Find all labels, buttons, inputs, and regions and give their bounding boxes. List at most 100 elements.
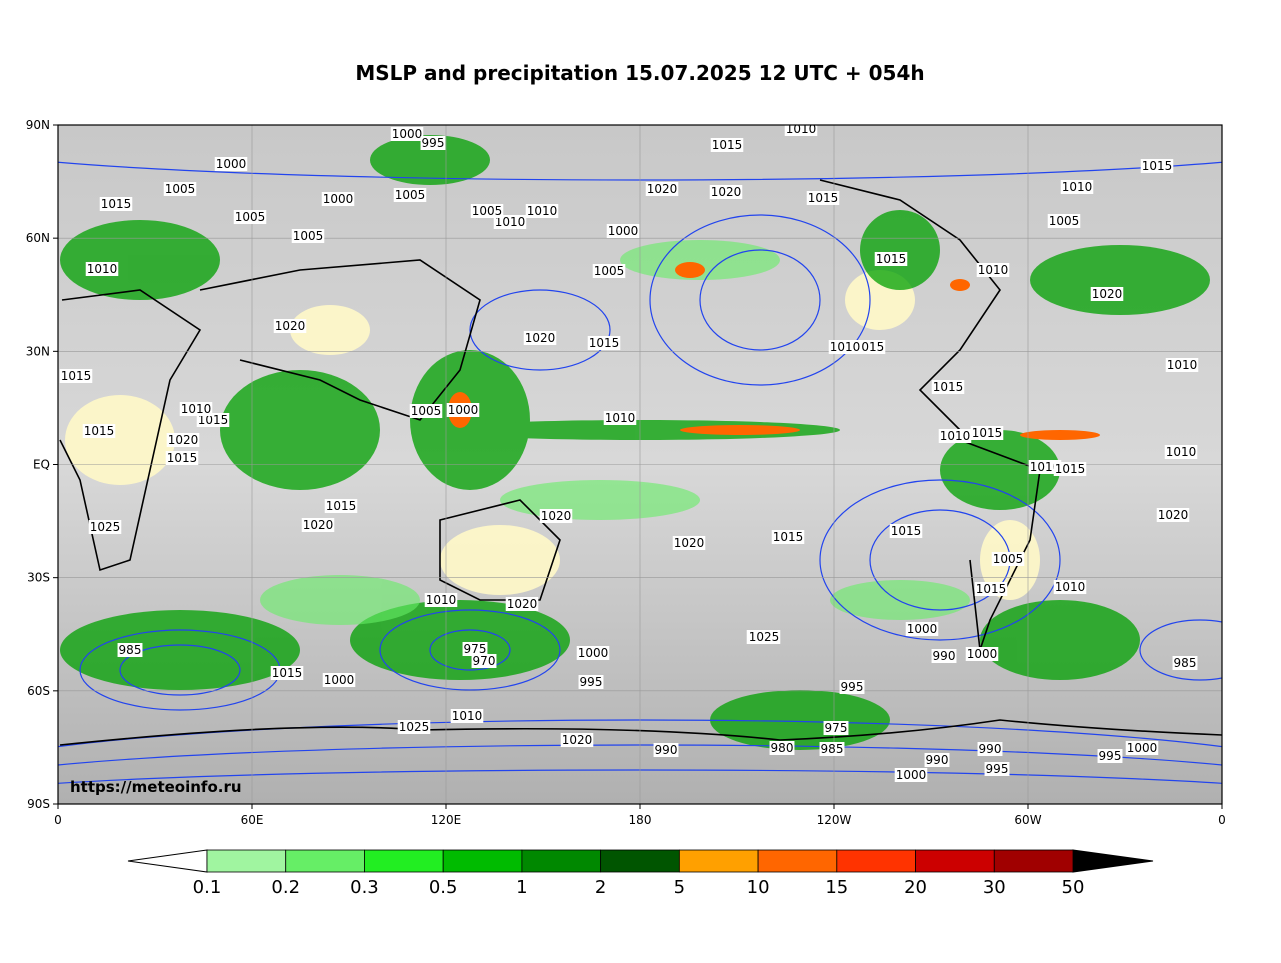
isobar-label: 1015 [1055, 462, 1086, 476]
isobar-label-bg [1053, 580, 1087, 594]
isobar-label-bg [233, 210, 267, 224]
isobar-label-bg [1140, 159, 1174, 173]
isobar-label-bg [59, 369, 93, 383]
isobar-label-bg [965, 647, 999, 661]
isobar-label-bg [1090, 287, 1124, 301]
y-tick-label: 30S [27, 571, 50, 585]
isobar-label-bg [166, 433, 200, 447]
isobar-label-bg [324, 499, 358, 513]
colorbar-label: 50 [1062, 877, 1085, 898]
isobar-label: 1020 [303, 518, 334, 532]
isobar-label-bg [771, 530, 805, 544]
y-tick-label: 90N [26, 118, 50, 132]
isobar-label: 1010 [1167, 358, 1198, 372]
isobar-label-bg [1047, 214, 1081, 228]
x-tick-label: 0 [54, 813, 62, 827]
isobar-label-bg [1125, 741, 1159, 755]
colorbar-segment [442, 849, 523, 873]
isobar-label: 1015 [84, 424, 115, 438]
isobar-label-bg [470, 204, 504, 218]
x-tick-label: 60E [241, 813, 264, 827]
isobar-label-bg [291, 229, 325, 243]
isobar-label: 1010 [527, 204, 558, 218]
isobar-label: 1015 [589, 336, 620, 350]
isobar-label: 1015 [808, 191, 839, 205]
isobar-label: 1005 [993, 552, 1024, 566]
isobar-label-bg [991, 552, 1025, 566]
colorbar-label: 30 [983, 877, 1006, 898]
isobar-label-bg [393, 188, 427, 202]
isobar-label-bg [82, 424, 116, 438]
isobar-label: 1015 [198, 413, 229, 427]
title: MSLP and precipitation 15.07.2025 12 UTC… [355, 61, 924, 85]
y-tick-label: 90S [27, 797, 50, 811]
isobar-label-bg [462, 642, 488, 656]
colorbar-label: 5 [674, 877, 685, 898]
isobar-label-bg [505, 597, 539, 611]
isobar-label: 970 [473, 654, 496, 668]
isobar-label: 1005 [472, 204, 503, 218]
colorbar-segment [757, 849, 838, 873]
isobar-label-bg [938, 429, 972, 443]
colorbar-segment [364, 849, 444, 873]
isobar-label: 975 [464, 642, 487, 656]
isobar-label: 1000 [896, 768, 927, 782]
isobar-label-bg [977, 742, 1003, 756]
isobar-label-bg [85, 262, 119, 276]
colorbar-label: 0.5 [429, 877, 458, 898]
isobar-label: 1020 [275, 319, 306, 333]
isobar-label: 1015 [773, 530, 804, 544]
isobar-label-bg [301, 518, 335, 532]
isobar-label-bg [823, 721, 849, 735]
isobar-label-bg [424, 593, 458, 607]
isobar-label: 1025 [90, 520, 121, 534]
isobar-label: 1000 [324, 673, 355, 687]
isobar-label: 1010 [1062, 180, 1093, 194]
isobar-label-bg [769, 741, 795, 755]
isobar-label: 1000 [323, 192, 354, 206]
isobar-label-bg [603, 411, 637, 425]
isobar-label-bg [828, 340, 862, 354]
isobar-label: 995 [986, 762, 1009, 776]
isobar-label: 1000 [608, 224, 639, 238]
isobar-label: 1020 [711, 185, 742, 199]
isobar-label-bg [653, 743, 679, 757]
isobar-label-bg [539, 509, 573, 523]
colorbar-label: 10 [747, 877, 770, 898]
isobar-label: 1015 [61, 369, 92, 383]
isobar-label-bg [578, 675, 604, 689]
isobar-label: 1005 [235, 210, 266, 224]
isobar-label-bg [672, 536, 706, 550]
isobar-label: 1000 [967, 647, 998, 661]
isobar-label-bg [1053, 462, 1087, 476]
isobar-label: 1005 [1049, 214, 1080, 228]
isobar-label-bg [273, 319, 307, 333]
isobar-label-bg [1060, 180, 1094, 194]
isobar-label-bg [709, 185, 743, 199]
isobar-label-bg [493, 215, 527, 229]
isobar-label-bg [88, 520, 122, 534]
isobar-label: 1015 [712, 138, 743, 152]
isobar-label-bg [450, 709, 484, 723]
isobar-label: 1020 [674, 536, 705, 550]
isobar-label: 975 [825, 721, 848, 735]
isobar-label: 1005 [395, 188, 426, 202]
colorbar-over [1072, 849, 1154, 873]
isobar-label: 1005 [594, 264, 625, 278]
colorbar-label: 15 [825, 877, 848, 898]
isobar-label-bg [117, 643, 143, 657]
isobar-label-bg [99, 197, 133, 211]
isobar-label-bg [321, 192, 355, 206]
isobar-label: 995 [1099, 749, 1122, 763]
colorbar-label: 1 [516, 877, 527, 898]
isobar-label: 1020 [507, 597, 538, 611]
isobar-label-bg [409, 404, 443, 418]
colorbar-label: 0.2 [271, 877, 300, 898]
isobar-label-bg [924, 753, 950, 767]
isobar-label: 1020 [647, 182, 678, 196]
isobar-label-bg [889, 524, 923, 538]
isobar-label: 990 [933, 649, 956, 663]
isobar-label: 1010 [978, 263, 1009, 277]
